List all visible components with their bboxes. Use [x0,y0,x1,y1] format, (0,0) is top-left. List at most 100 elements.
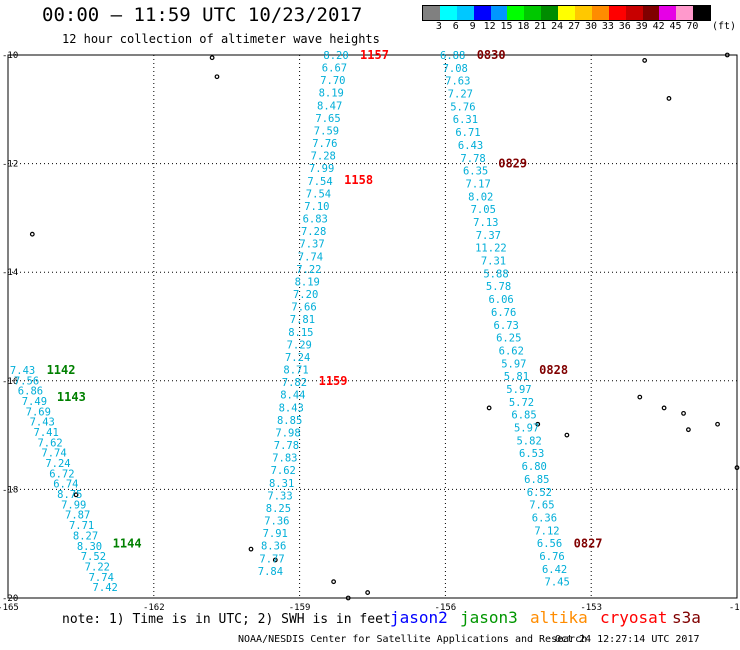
wave-height-value: 7.22 [85,561,110,573]
island-outline [637,394,643,400]
colorbar-tick-label: 45 [669,21,682,32]
colorbar-swatch [558,6,576,20]
satellite-legend-altika: altika [530,608,588,627]
wave-height-value: 5.81 [504,371,529,383]
wave-height-value: 7.52 [81,551,106,563]
island-outline [248,546,254,552]
wave-height-value: 8.75 [57,489,82,501]
island-outline [209,55,215,61]
wave-height-value: 7.99 [61,499,86,511]
island-outline [331,579,337,585]
wave-height-value: 6.56 [537,538,562,550]
wave-height-value: 7.17 [466,178,491,190]
wave-height-value: 8.19 [319,88,344,100]
island-outline [724,52,730,58]
footer-note: note: 1) Time is in UTC; 2) SWH is in fe… [62,612,391,627]
colorbar-tick-label: 33 [601,21,614,32]
longitude-tick-label: -162 [143,603,165,613]
satellite-legend-s3a: s3a [672,608,701,627]
longitude-tick-label: -15 [729,603,740,613]
wave-height-value: 11.22 [475,243,507,255]
wave-height-value: 7.87 [65,510,90,522]
wave-height-value: 6.67 [322,63,347,75]
map-title: 00:00 – 11:59 UTC 10/23/2017 [42,4,363,26]
colorbar-swatch [524,6,542,20]
wave-height-value: 7.05 [471,204,496,216]
colorbar-unit: (ft) [712,21,737,32]
wave-height-value: 7.99 [309,163,334,175]
wave-height-value: 7.69 [26,406,51,418]
island-outline [666,96,672,101]
colorbar-tick-label: 9 [469,21,476,32]
colorbar-swatch [676,6,694,20]
wave-height-value: 7.65 [529,500,554,512]
wave-height-value: 7.08 [443,63,468,75]
pass-time-label: 1157 [360,48,389,62]
wave-height-value: 7.62 [37,437,62,449]
wave-height-value: 7.22 [296,264,321,276]
wave-height-value: 7.27 [448,89,473,101]
wave-height-value: 6.73 [494,320,519,332]
wave-height-value: 7.20 [293,289,318,301]
wave-height-value: 6.06 [488,294,513,306]
island-outline [535,421,541,427]
colorbar-swatch [456,6,474,20]
pass-time-label: 1158 [344,173,373,187]
colorbar-swatch [659,6,677,20]
wave-height-value: 7.65 [315,113,340,125]
latitude-tick-label: -12 [2,160,18,170]
pass-time-label: 1142 [47,363,76,377]
pass-time-label: 0827 [574,537,603,551]
wave-height-value: 7.37 [476,230,501,242]
satellite-legend-jason2: jason2 [390,608,448,627]
island-outline [214,74,220,80]
pass-time-label: 1143 [57,390,86,404]
wave-height-value: 7.28 [311,151,336,163]
wave-height-value: 8.02 [468,191,493,203]
island-outline [715,421,720,427]
wave-height-colorbar [422,5,712,21]
wave-height-value: 6.36 [532,512,557,524]
colorbar-tick-label: 12 [483,21,496,32]
timestamp: Oct 24 12:27:14 UTC 2017 [555,634,700,645]
wave-height-value: 7.29 [287,339,312,351]
wave-height-value: 7.45 [545,577,570,589]
wave-height-value: 6.85 [524,474,549,486]
colorbar-swatch [423,6,440,20]
island-outline [734,465,740,471]
colorbar-swatch [541,6,559,20]
wave-height-value: 7.49 [22,396,47,408]
wave-height-value: 7.91 [263,528,288,540]
wave-height-value: 5.78 [486,281,511,293]
latitude-tick-label: -18 [2,485,18,495]
wave-height-value: 5.97 [514,423,539,435]
wave-height-value: 7.78 [460,153,485,165]
wave-height-value: 6.86 [18,386,43,398]
wave-height-value: 8.36 [261,541,286,553]
colorbar-tick-label: 3 [435,21,442,32]
satellite-legend-jason3: jason3 [460,608,518,627]
wave-height-value: 7.78 [274,440,299,452]
map-subtitle: 12 hour collection of altimeter wave hei… [62,32,380,46]
wave-height-value: 6.76 [539,551,564,563]
colorbar-swatch [693,6,711,20]
wave-height-value: 8.85 [277,415,302,427]
wave-height-value: 7.54 [306,188,331,200]
wave-height-value: 7.37 [299,239,324,251]
wave-height-value: 6.85 [511,410,536,422]
island-outline [272,557,278,563]
latitude-tick-label: -20 [2,594,18,604]
wave-height-value: 6.31 [453,114,478,126]
credit-line: NOAA/NESDIS Center for Satellite Applica… [238,634,588,645]
wave-height-value: 6.43 [458,140,483,152]
wave-height-value: 7.31 [481,256,506,268]
wave-height-value: 6.42 [542,564,567,576]
wave-height-value: 6.80 [522,461,547,473]
wave-height-value: 7.43 [30,417,55,429]
wave-height-value: 7.10 [304,201,329,213]
wave-height-value: 7.24 [45,458,70,470]
wave-height-value: 7.56 [14,375,39,387]
wave-height-value: 6.35 [463,166,488,178]
island-outline [642,58,648,63]
island-outline [486,405,492,411]
